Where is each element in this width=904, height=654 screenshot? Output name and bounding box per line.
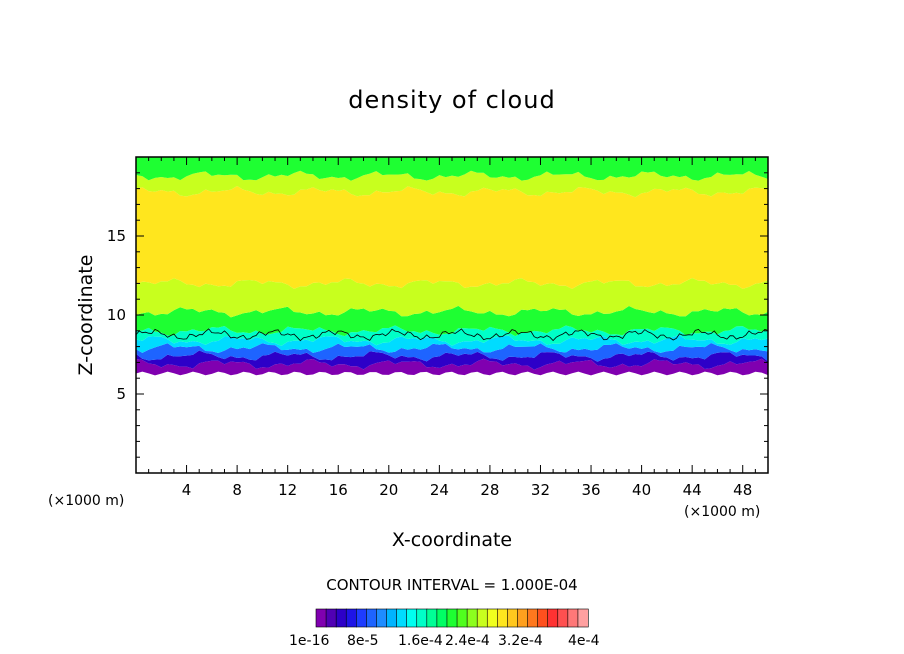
colorbar-swatch	[486, 608, 498, 628]
colorbar-label: 4e-4	[568, 633, 600, 649]
chart-title: density of cloud	[348, 86, 556, 114]
colorbar-label: 2.4e-4	[445, 633, 490, 649]
colorbar	[315, 608, 589, 628]
colorbar-swatch	[537, 608, 549, 628]
x-axis: 4 8 12 16 20 24 28 32 36 40 44 48	[148, 157, 756, 499]
colorbar-swatch	[507, 608, 519, 628]
colorbar-label: 3.2e-4	[498, 633, 543, 649]
x-tick-label: 36	[581, 481, 600, 499]
x-tick-label: 24	[430, 481, 449, 499]
colorbar-label: 1.6e-4	[398, 633, 443, 649]
contour-band	[136, 278, 768, 318]
x-tick-label: 44	[683, 481, 702, 499]
y-tick-label: 10	[107, 306, 126, 324]
x-tick-label: 40	[632, 481, 651, 499]
contour-line	[136, 328, 768, 342]
colorbar-swatch	[396, 608, 408, 628]
y-tick-label: 15	[107, 227, 126, 245]
contour-band	[136, 358, 768, 376]
colorbar-swatch	[557, 608, 569, 628]
colorbar-swatch	[406, 608, 418, 628]
x-tick-label: 16	[329, 481, 348, 499]
colorbar-swatch	[517, 608, 529, 628]
colorbar-swatch	[476, 608, 488, 628]
colorbar-swatch	[386, 608, 398, 628]
contour-band	[136, 186, 768, 289]
contour-band	[136, 325, 768, 346]
colorbar-swatch	[547, 608, 559, 628]
contour-band	[136, 334, 768, 353]
colorbar-swatch	[466, 608, 478, 628]
colorbar-swatch	[527, 608, 539, 628]
y-axis: 5 10 15	[107, 172, 768, 458]
x-tick-label: 8	[232, 481, 242, 499]
colorbar-swatch	[355, 608, 367, 628]
y-axis-label: Z-coordinate	[75, 255, 97, 376]
x-tick-label: 12	[278, 481, 297, 499]
colorbar-label: 8e-5	[347, 633, 379, 649]
colorbar-swatch	[567, 608, 579, 628]
colorbar-swatch	[376, 608, 388, 628]
x-tick-label: 48	[733, 481, 752, 499]
contour-band	[136, 157, 768, 181]
x-unit-right: (×1000 m)	[684, 504, 760, 520]
x-axis-label: X-coordinate	[392, 529, 512, 551]
x-tick-label: 28	[480, 481, 499, 499]
colorbar-swatch	[335, 608, 347, 628]
contour-interval: CONTOUR INTERVAL = 1.000E-04	[326, 576, 578, 594]
contour-band	[136, 343, 768, 362]
colorbar-swatch	[325, 608, 337, 628]
colorbar-swatch	[366, 608, 378, 628]
contour-fill	[136, 157, 768, 376]
colorbar-label: 1e-16	[289, 633, 330, 649]
x-tick-label: 4	[182, 481, 192, 499]
x-unit-left: (×1000 m)	[48, 493, 124, 509]
colorbar-swatch	[426, 608, 438, 628]
colorbar-swatch	[416, 608, 428, 628]
contour-band	[136, 170, 768, 198]
y-tick-label: 5	[116, 385, 126, 403]
colorbar-swatch	[436, 608, 448, 628]
contour-lines	[136, 328, 768, 342]
colorbar-swatch	[345, 608, 357, 628]
x-tick-label: 20	[379, 481, 398, 499]
x-tick-label: 32	[531, 481, 550, 499]
colorbar-swatch	[497, 608, 508, 628]
colorbar-swatch	[315, 608, 327, 628]
colorbar-swatch	[577, 608, 589, 628]
contour-band	[136, 350, 768, 370]
colorbar-swatch	[446, 608, 458, 628]
colorbar-swatch	[456, 608, 468, 628]
contour-band	[136, 305, 768, 337]
